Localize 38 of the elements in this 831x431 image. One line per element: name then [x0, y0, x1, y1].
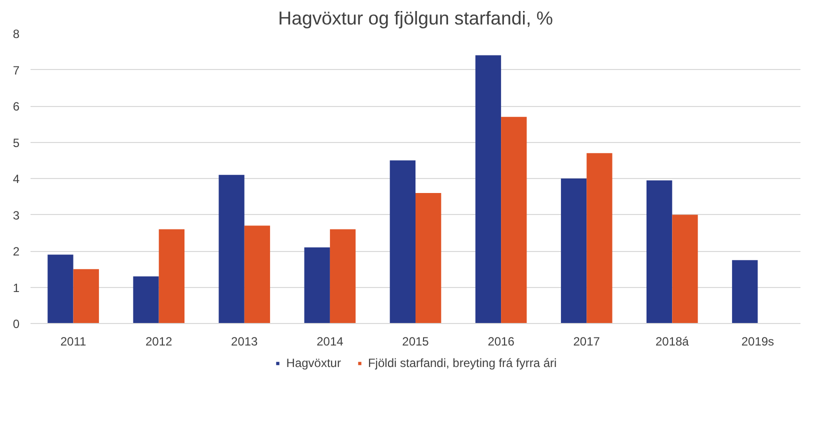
- x-tick-label: 2015: [402, 334, 430, 348]
- x-tick-label: 2018á: [655, 334, 690, 348]
- y-tick-label: 5: [12, 136, 20, 150]
- y-tick-label: 1: [12, 280, 20, 295]
- bar: [244, 226, 270, 324]
- bar: [330, 229, 356, 324]
- legend-label: Hagvöxtur: [286, 356, 341, 370]
- y-tick-label: 6: [12, 100, 20, 114]
- chart-title: Hagvöxtur og fjölgun starfandi, %: [278, 8, 553, 28]
- bar: [672, 214, 698, 324]
- bar: [48, 254, 74, 324]
- x-tick-label: 2012: [145, 334, 173, 348]
- y-tick-label: 4: [12, 172, 20, 186]
- bar: [390, 160, 416, 324]
- legend-label: Fjöldi starfandi, breyting frá fyrra ári: [368, 356, 557, 370]
- x-tick-label: 2017: [573, 334, 600, 348]
- bar: [158, 229, 184, 324]
- bar: [475, 55, 502, 324]
- bar: [732, 260, 758, 324]
- bar: [416, 193, 442, 324]
- x-tick-label: 2016: [488, 334, 515, 348]
- bar: [501, 116, 527, 324]
- bar: [586, 153, 612, 324]
- x-tick-label: 2013: [231, 334, 258, 348]
- bar: [560, 178, 587, 324]
- bar: [218, 174, 244, 324]
- y-tick-label: 2: [12, 244, 20, 258]
- x-tick-label: 2014: [316, 334, 344, 348]
- y-tick-label: 0: [12, 317, 20, 331]
- bar: [646, 180, 672, 324]
- y-tick-label: 8: [12, 27, 20, 41]
- bar: [73, 269, 99, 324]
- y-tick-label: 7: [12, 63, 20, 78]
- x-tick-label: 2011: [60, 334, 87, 348]
- bar: [133, 276, 159, 324]
- bar: [304, 247, 330, 324]
- y-tick-label: 3: [12, 208, 20, 222]
- x-tick-label: 2019s: [741, 334, 774, 348]
